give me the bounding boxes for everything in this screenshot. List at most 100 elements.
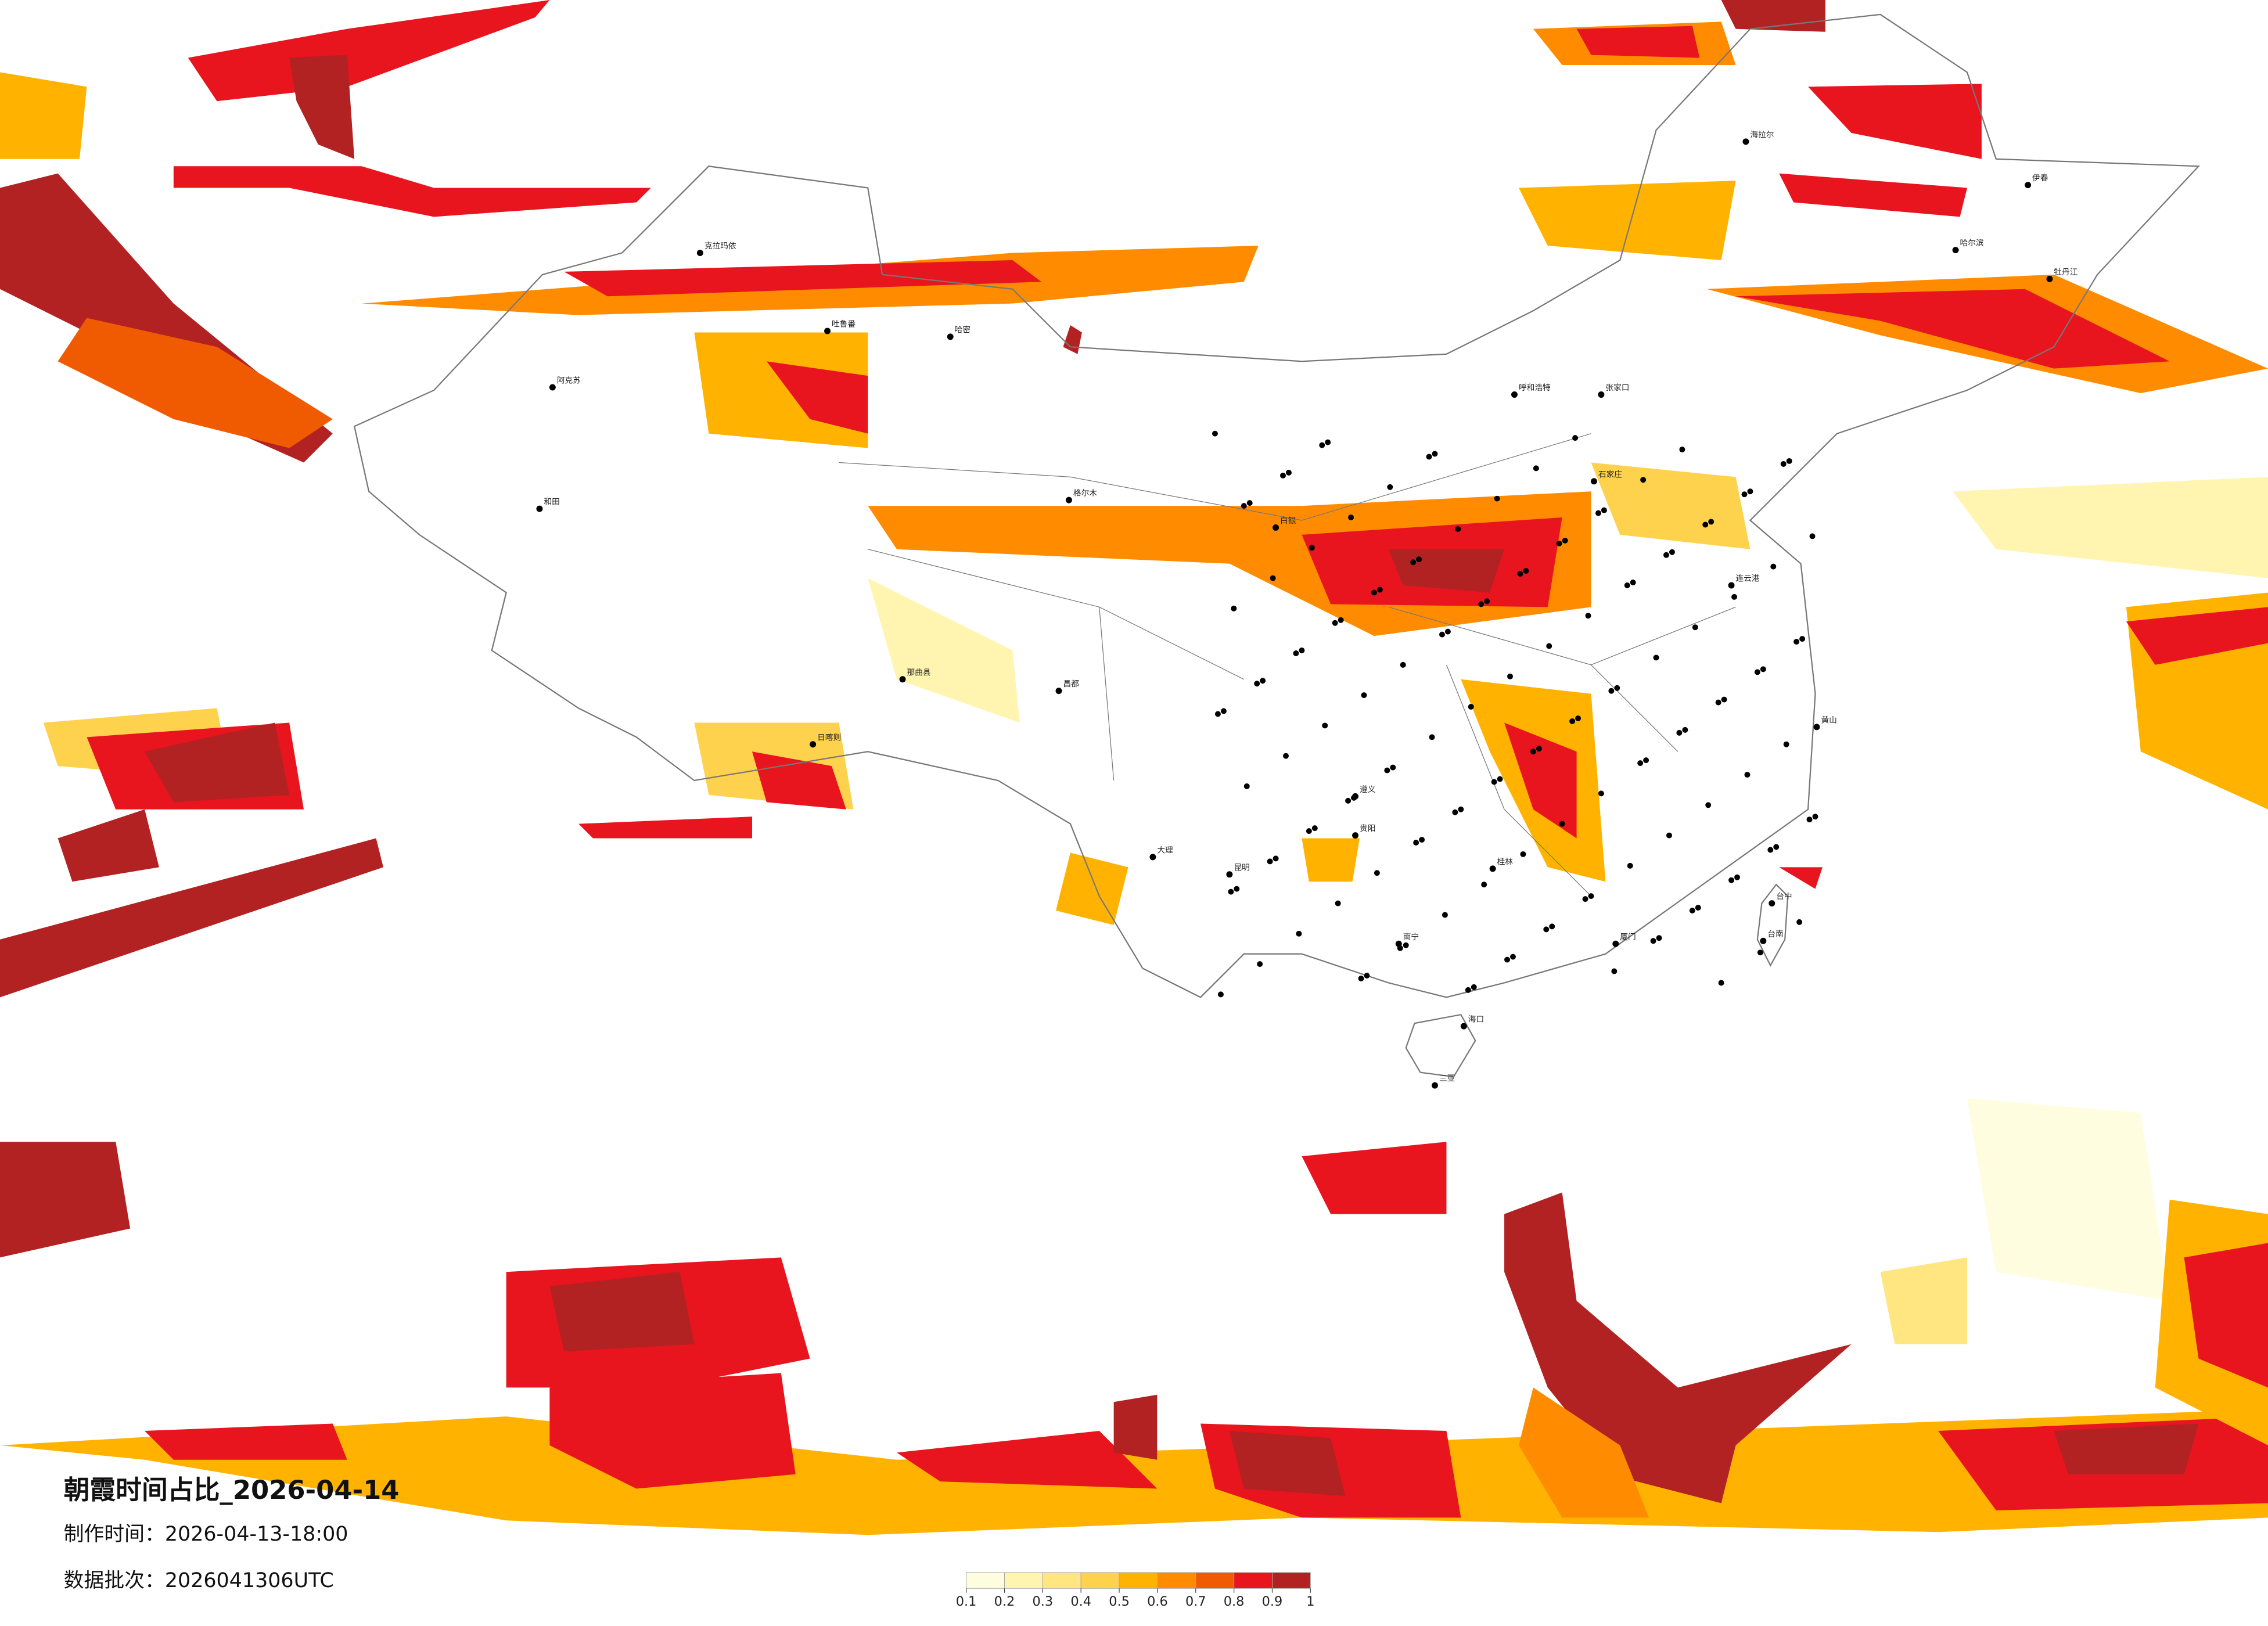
heat-patch: [549, 1272, 695, 1352]
city-label: 桂林: [1497, 857, 1514, 866]
hainan-border: [1405, 1013, 1476, 1078]
city-dot: [899, 676, 906, 683]
city-dot: [1478, 601, 1485, 607]
city-dot: [1257, 961, 1263, 967]
city-dot: [1721, 696, 1727, 703]
city-label: 张家口: [1605, 383, 1629, 393]
city-label: 贵阳: [1360, 824, 1375, 833]
heat-patch: [2184, 1243, 2268, 1388]
city-dot: [1728, 877, 1735, 883]
city-dot: [1055, 688, 1062, 695]
heat-patch: [578, 816, 753, 839]
city-dot: [1588, 893, 1594, 900]
city-dot: [1491, 779, 1497, 785]
colorbar-swatch: [1157, 1572, 1196, 1589]
city-dot: [1371, 589, 1377, 596]
heat-patch: [1735, 289, 2170, 369]
china-border: [353, 13, 2200, 998]
city-dot: [1352, 832, 1359, 839]
city-dot: [1309, 545, 1315, 551]
city-label: 黄山: [1821, 715, 1836, 725]
colorbar-swatch: [1080, 1572, 1120, 1589]
city-dot: [1734, 874, 1740, 880]
heat-patch: [1518, 1387, 1649, 1518]
city-dot: [810, 741, 817, 748]
heat-patch: [0, 1142, 131, 1258]
city-dot: [1413, 840, 1419, 846]
city-dot: [1507, 673, 1513, 679]
city-dot: [1403, 942, 1409, 948]
city-dot: [1338, 617, 1344, 623]
heat-patch: [0, 72, 87, 159]
heat-patch: [564, 260, 1042, 297]
heat-patch: [766, 361, 868, 434]
city-dot: [1793, 639, 1800, 645]
heat-patch: [1302, 1142, 1447, 1214]
city-dot: [1523, 568, 1529, 574]
city-dot: [1556, 540, 1562, 546]
city-label: 阿克苏: [557, 376, 581, 386]
city-dot: [1429, 734, 1435, 740]
city-dot: [1465, 987, 1471, 993]
heat-patch: [897, 1431, 1158, 1489]
heat-patch: [1504, 722, 1577, 839]
city-dot: [1585, 613, 1591, 619]
city-label: 昌都: [1063, 679, 1079, 689]
map-title: 朝霞时间占比_2026-04-14: [64, 1474, 400, 1505]
country-outline: [353, 13, 2200, 1078]
city-dot: [1760, 666, 1766, 672]
city-dot: [1799, 636, 1806, 642]
city-label: 伊春: [2032, 174, 2048, 183]
colorbar-swatch: [1271, 1572, 1311, 1589]
heat-patch: [173, 166, 651, 217]
heat-patch: [1953, 477, 2268, 578]
city-dot: [1432, 1082, 1438, 1089]
heat-patch: [0, 838, 383, 998]
city-dot: [1410, 559, 1417, 566]
city-dot: [1444, 628, 1451, 635]
colorbar-tick-label: 1: [1306, 1594, 1314, 1609]
city-dot: [1065, 497, 1072, 503]
city-label: 连云港: [1736, 574, 1760, 584]
colorbar-swatch: [1234, 1572, 1273, 1589]
city-dot: [1419, 837, 1425, 843]
city-dot: [1358, 976, 1364, 981]
city-dot: [1283, 753, 1289, 759]
city-dot: [1742, 138, 1749, 145]
city-dot: [1374, 870, 1380, 876]
city-label: 克拉玛依: [705, 242, 736, 251]
city-label: 格尔木: [1073, 489, 1097, 498]
city-dot: [1590, 478, 1597, 485]
city-dot: [1780, 461, 1787, 467]
city-dot: [1559, 821, 1565, 827]
city-dot: [1439, 631, 1445, 638]
city-dot: [1285, 469, 1292, 476]
colorbar-swatch: [1195, 1572, 1235, 1589]
heat-patch: [1721, 0, 1825, 32]
city-dot: [1484, 598, 1490, 605]
city-dot: [1267, 858, 1273, 865]
city-label: 台中: [1776, 892, 1792, 901]
city-dot: [1510, 954, 1516, 960]
city-label: 呼和浩特: [1519, 383, 1551, 393]
city-dot: [1387, 484, 1393, 490]
city-dot: [1533, 465, 1539, 472]
city-label: 台南: [1767, 930, 1783, 939]
city-dot: [1546, 643, 1552, 649]
city-label: 大理: [1157, 846, 1173, 855]
city-dot: [1260, 678, 1266, 684]
city-dot: [1786, 458, 1792, 464]
city-dot: [1770, 563, 1777, 570]
city-dot: [1212, 430, 1218, 437]
heat-patch: [1229, 1431, 1346, 1496]
heat-patch: [1880, 1257, 1967, 1344]
heat-patch: [1967, 1098, 2170, 1301]
heat-patch: [289, 55, 355, 159]
city-dot: [1517, 571, 1523, 577]
city-dot: [1351, 794, 1357, 801]
heat-patch: [1808, 84, 1982, 159]
city-label: 白银: [1280, 516, 1296, 526]
colorbar-tick-label: 0.1: [956, 1594, 977, 1609]
city-dot: [1598, 790, 1604, 797]
colorbar-tick-label: 0.3: [1033, 1594, 1054, 1609]
